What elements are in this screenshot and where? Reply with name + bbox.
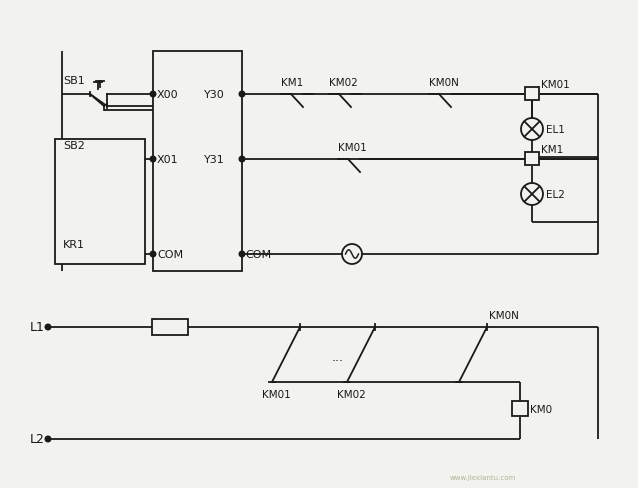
Bar — [152, 319, 188, 335]
Text: SB2: SB2 — [63, 141, 85, 151]
Circle shape — [150, 252, 156, 257]
Text: Y31: Y31 — [204, 155, 225, 164]
Text: KM01: KM01 — [338, 142, 367, 153]
Text: KM0N: KM0N — [489, 310, 519, 320]
Text: COM: COM — [157, 249, 183, 260]
Text: COM: COM — [245, 249, 271, 260]
Circle shape — [521, 119, 543, 141]
Bar — [525, 88, 539, 101]
Text: KR1: KR1 — [63, 240, 85, 249]
Text: www.jlexiantu.com: www.jlexiantu.com — [450, 474, 516, 480]
Bar — [525, 153, 539, 165]
Text: KM01: KM01 — [262, 389, 291, 399]
Text: EL1: EL1 — [546, 125, 565, 135]
Text: KM1: KM1 — [541, 145, 563, 155]
Text: Y30: Y30 — [204, 90, 225, 100]
Circle shape — [45, 436, 51, 442]
Circle shape — [239, 92, 245, 98]
Text: KM0: KM0 — [530, 404, 552, 414]
Circle shape — [239, 252, 245, 257]
Text: KM02: KM02 — [337, 389, 366, 399]
Text: KM02: KM02 — [329, 78, 358, 88]
Bar — [153, 52, 242, 271]
Text: KM1: KM1 — [281, 78, 303, 88]
Text: EL2: EL2 — [546, 190, 565, 200]
Bar — [55, 140, 145, 264]
Circle shape — [45, 325, 51, 330]
Text: KM0N: KM0N — [429, 78, 459, 88]
Circle shape — [239, 157, 245, 163]
Text: X00: X00 — [157, 90, 179, 100]
Circle shape — [150, 157, 156, 163]
Circle shape — [521, 183, 543, 205]
Text: ...: ... — [332, 351, 344, 364]
Text: X01: X01 — [157, 155, 179, 164]
Text: SB1: SB1 — [63, 76, 85, 86]
Text: KM01: KM01 — [541, 80, 570, 90]
Circle shape — [342, 244, 362, 264]
Bar — [512, 401, 528, 416]
Circle shape — [150, 92, 156, 98]
Text: L2: L2 — [30, 433, 45, 446]
Text: L1: L1 — [30, 321, 45, 334]
